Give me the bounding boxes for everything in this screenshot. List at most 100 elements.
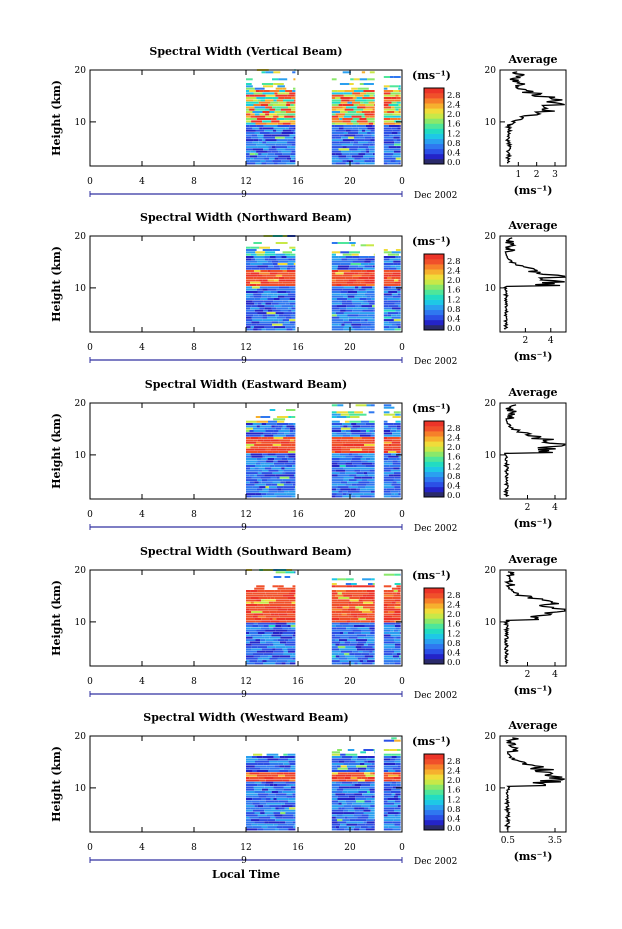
- heatmap-cell: [339, 83, 350, 85]
- heatmap-cell: [347, 425, 353, 428]
- heatmap-cell: [331, 305, 337, 308]
- heatmap-cell: [331, 758, 342, 761]
- heatmap-cell: [345, 578, 354, 581]
- heatmap-cell: [400, 486, 401, 489]
- heatmap-cell: [257, 265, 268, 268]
- heatmap-cell: [358, 599, 363, 602]
- heatmap-cell: [365, 774, 375, 777]
- heatmap-cell: [383, 650, 394, 653]
- heatmap-cell: [341, 592, 346, 595]
- heatmap-cell: [286, 784, 290, 786]
- colorbar-swatch: [424, 264, 444, 270]
- heatmap-cell: [261, 648, 273, 651]
- heatmap-cell: [364, 279, 370, 282]
- heatmap-cell: [361, 805, 366, 808]
- heatmap-cell: [387, 253, 396, 256]
- heatmap-cell: [335, 793, 346, 796]
- heatmap-cell: [273, 326, 286, 329]
- heatmap-cell: [347, 639, 356, 642]
- heatmap-cell: [246, 763, 258, 765]
- heatmap-cell: [281, 625, 288, 627]
- heatmap-cell: [275, 646, 286, 649]
- heatmap-cell: [368, 157, 373, 160]
- heatmap-cell: [289, 101, 296, 104]
- heatmap-cell: [383, 251, 392, 254]
- heatmap-cell: [251, 455, 263, 458]
- heatmap-cell: [261, 618, 270, 620]
- heatmap-cell: [383, 643, 395, 646]
- heatmap-cell: [370, 425, 374, 428]
- heatmap-cell: [293, 118, 296, 120]
- heatmap-cell: [272, 655, 280, 658]
- heatmap-cell: [331, 97, 335, 99]
- heatmap-cell: [269, 113, 277, 116]
- heatmap-cell: [394, 134, 401, 137]
- heatmap-cell: [246, 85, 253, 88]
- heatmap-cell: [331, 793, 336, 796]
- heatmap-cell: [331, 641, 340, 644]
- heatmap-cell: [356, 474, 365, 477]
- heatmap-cell: [394, 739, 401, 742]
- colorbar-swatch: [424, 426, 444, 432]
- heatmap-cell: [389, 632, 400, 634]
- heatmap-cell: [271, 774, 279, 777]
- heatmap-cell: [280, 309, 289, 312]
- heatmap-cell: [246, 601, 251, 604]
- heatmap-cell: [288, 760, 296, 763]
- heatmap-cell: [291, 326, 296, 329]
- heatmap-cell: [392, 448, 401, 451]
- heatmap-cell: [353, 828, 360, 831]
- heatmap-cell: [289, 430, 294, 432]
- heatmap-cell: [354, 807, 359, 810]
- heatmap-cell: [337, 767, 348, 770]
- heatmap-cell: [251, 646, 258, 649]
- heatmap-cell: [276, 106, 288, 109]
- heatmap-cell: [399, 597, 401, 599]
- heatmap-cell: [359, 809, 364, 812]
- heatmap-cell: [349, 760, 356, 763]
- heatmap-cell: [256, 629, 266, 632]
- heatmap-cell: [265, 267, 271, 270]
- heatmap-cell: [369, 115, 375, 118]
- heatmap-cell: [246, 104, 254, 106]
- heatmap-cell: [383, 620, 390, 623]
- heatmap-cell: [370, 490, 375, 493]
- heatmap-cell: [364, 286, 373, 289]
- heatmap-cell: [258, 446, 268, 449]
- heatmap-cell: [269, 111, 275, 113]
- heatmap-cell: [345, 462, 353, 465]
- heatmap-cell: [264, 256, 270, 258]
- heatmap-cell: [246, 309, 255, 312]
- heatmap-cell: [383, 146, 389, 149]
- heatmap-cell: [370, 772, 374, 775]
- heatmap-cell: [246, 78, 253, 81]
- heatmap-cell: [351, 125, 357, 127]
- heatmap-cell: [335, 643, 340, 646]
- heatmap-cell: [365, 288, 373, 291]
- heatmap-cell: [281, 305, 294, 308]
- heatmap-cell: [289, 302, 294, 305]
- heatmap-cell: [331, 622, 335, 625]
- heatmap-cell: [392, 462, 401, 465]
- heatmap-cell: [342, 139, 355, 142]
- heatmap-cell: [371, 298, 375, 300]
- heatmap-cell: [277, 784, 287, 786]
- heatmap-cell: [254, 106, 265, 109]
- heatmap-cell: [331, 92, 344, 95]
- heatmap-cell: [359, 83, 364, 85]
- heatmap-cell: [343, 125, 352, 127]
- heatmap-cell: [395, 157, 401, 160]
- heatmap-cell: [342, 120, 351, 123]
- heatmap-cell: [399, 467, 401, 470]
- heatmap-cell: [266, 316, 277, 319]
- heatmap-cell: [383, 427, 392, 430]
- heatmap-cell: [246, 795, 253, 798]
- heatmap-cell: [351, 788, 358, 791]
- heatmap-cell: [354, 653, 362, 656]
- heatmap-cell: [275, 599, 281, 602]
- heatmap-cell: [331, 816, 336, 819]
- heatmap-cell: [388, 455, 399, 458]
- heatmap-cell: [274, 763, 279, 765]
- heatmap-cell: [392, 481, 397, 484]
- heatmap-cell: [383, 495, 391, 498]
